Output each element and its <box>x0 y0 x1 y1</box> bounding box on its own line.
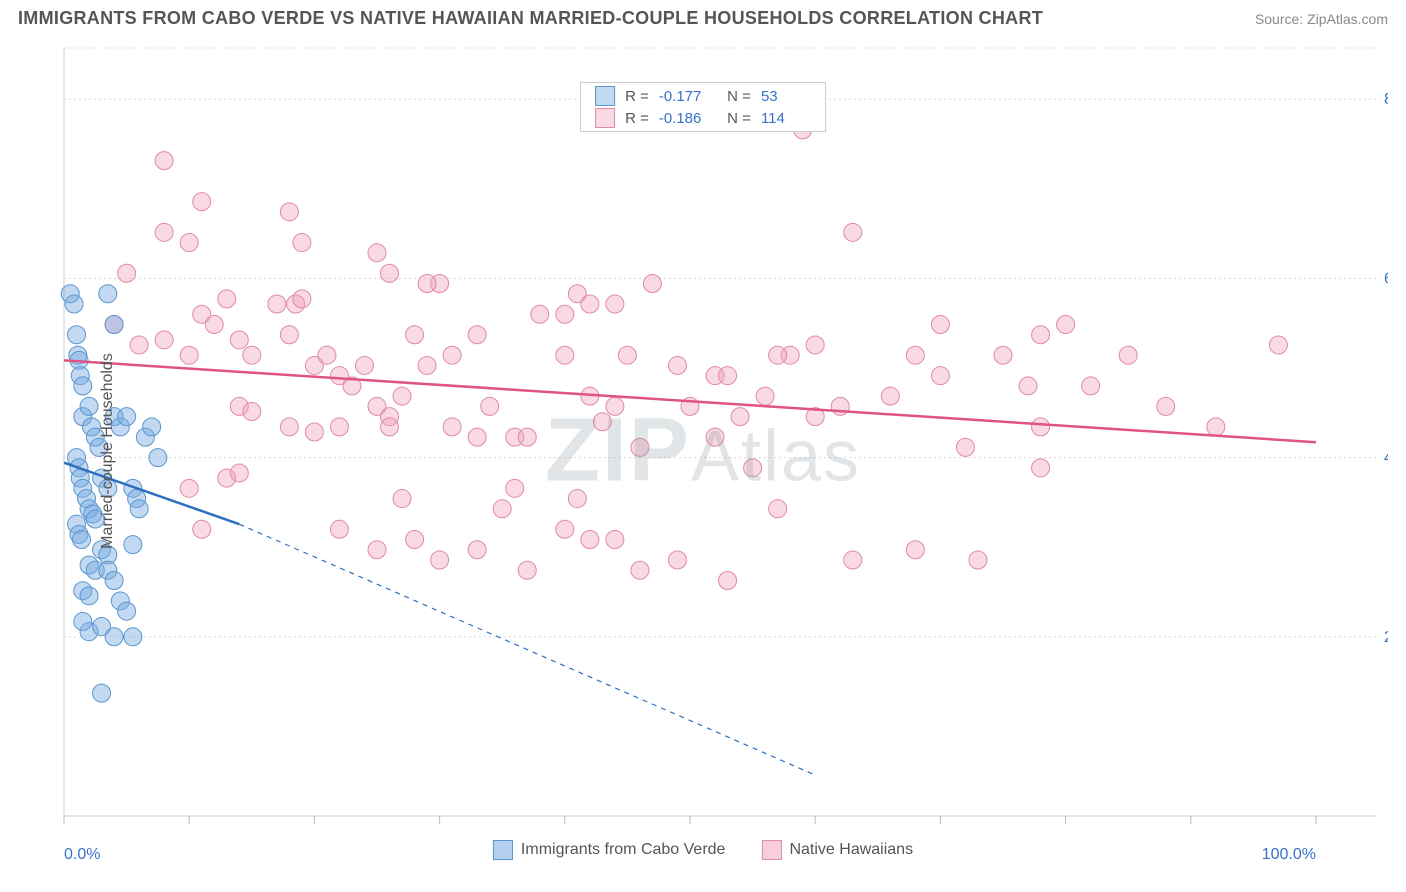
source-label: Source: ZipAtlas.com <box>1255 11 1388 27</box>
correlation-row-1: R = -0.177 N = 53 <box>581 85 825 107</box>
r-value-1: -0.177 <box>659 88 709 105</box>
legend-label-2: Native Hawaiians <box>789 841 913 859</box>
svg-text:27.5%: 27.5% <box>1384 629 1388 646</box>
swatch-series-1-icon <box>493 840 513 860</box>
correlation-row-2: R = -0.186 N = 114 <box>581 107 825 129</box>
swatch-series-2 <box>595 108 615 128</box>
scatter-plot: 27.5% 45.0% 62.5% 80.0% <box>18 40 1388 860</box>
n-label: N = <box>719 88 751 105</box>
r-label: R = <box>625 88 649 105</box>
svg-text:62.5%: 62.5% <box>1384 270 1388 287</box>
legend-item-2: Native Hawaiians <box>761 840 913 860</box>
chart-header: IMMIGRANTS FROM CABO VERDE VS NATIVE HAW… <box>0 0 1406 33</box>
n-value-1: 53 <box>761 88 811 105</box>
n-value-2: 114 <box>761 110 811 127</box>
r-label: R = <box>625 110 649 127</box>
swatch-series-2-icon <box>761 840 781 860</box>
swatch-series-1 <box>595 86 615 106</box>
svg-text:45.0%: 45.0% <box>1384 450 1388 467</box>
chart-title: IMMIGRANTS FROM CABO VERDE VS NATIVE HAW… <box>18 8 1043 29</box>
n-label: N = <box>719 110 751 127</box>
x-axis-max-label: 100.0% <box>1262 846 1316 864</box>
correlation-legend: R = -0.177 N = 53 R = -0.186 N = 114 <box>580 82 826 132</box>
svg-text:80.0%: 80.0% <box>1384 91 1388 108</box>
legend-label-1: Immigrants from Cabo Verde <box>521 841 726 859</box>
chart-area: Married-couple Households ZIPAtlas 27.5%… <box>18 40 1388 862</box>
r-value-2: -0.186 <box>659 110 709 127</box>
x-axis-min-label: 0.0% <box>64 846 100 864</box>
legend-item-1: Immigrants from Cabo Verde <box>493 840 726 860</box>
y-axis-label: Married-couple Households <box>99 353 117 549</box>
series-legend: Immigrants from Cabo Verde Native Hawaii… <box>493 840 913 860</box>
